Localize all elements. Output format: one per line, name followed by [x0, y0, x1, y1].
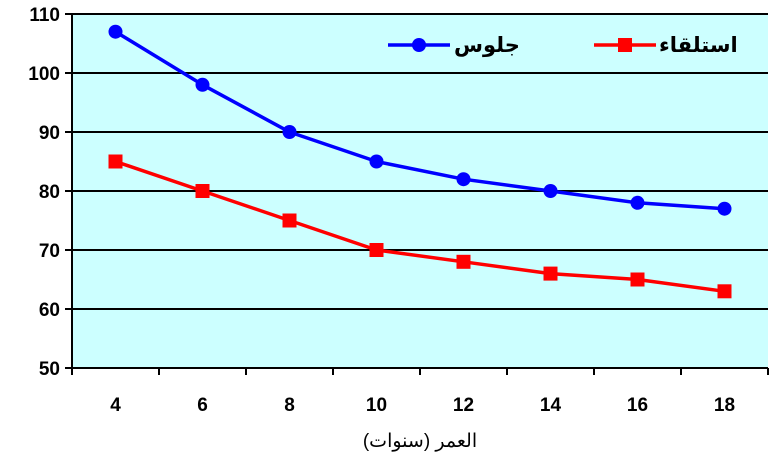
- legend-marker-sitting: [412, 38, 426, 52]
- y-tick-label-60: 60: [39, 300, 60, 321]
- point-s0-10: [369, 154, 384, 169]
- x-tick-label-8: 8: [284, 395, 295, 416]
- point-s0-6: [195, 77, 210, 92]
- point-s0-14: [543, 184, 558, 198]
- legend-label-sitting: جلوس: [454, 34, 520, 57]
- series-markers: [108, 24, 732, 299]
- x-tick-label-10: 10: [366, 395, 387, 416]
- x-tick-label-18: 18: [714, 395, 735, 416]
- x-tick-label-6: 6: [197, 395, 208, 416]
- y-tick-label-90: 90: [39, 123, 60, 144]
- point-s0-4: [108, 24, 123, 39]
- point-s0-18: [717, 201, 732, 216]
- point-s0-16: [630, 195, 645, 210]
- point-s1-8: [282, 213, 297, 228]
- point-s1-18: [717, 284, 732, 299]
- legend-entry-sitting: جلوس: [388, 34, 520, 57]
- point-s1-12: [456, 254, 471, 269]
- y-axis-ticks: 50 60 70 80 90 100 110: [28, 5, 72, 380]
- x-tick-label-16: 16: [627, 395, 648, 416]
- legend-marker-lying: [618, 38, 632, 52]
- gridlines: [72, 13, 768, 310]
- legend: جلوس استلقاء: [388, 34, 738, 57]
- point-s1-14: [543, 266, 558, 281]
- series-line-1: [114, 159, 725, 294]
- x-tick-label-4: 4: [110, 395, 121, 416]
- series-lines: [114, 30, 725, 294]
- y-tick-label-50: 50: [39, 359, 60, 380]
- legend-label-lying: استلقاء: [659, 34, 738, 57]
- point-s1-16: [630, 272, 645, 287]
- point-s1-6: [195, 184, 210, 198]
- x-axis-label: العمر (سنوات): [363, 431, 477, 452]
- point-s0-8: [282, 125, 297, 139]
- point-s0-12: [456, 172, 471, 187]
- y-tick-label-70: 70: [39, 241, 60, 262]
- x-tick-label-12: 12: [453, 395, 474, 416]
- point-s1-10: [369, 243, 384, 257]
- y-tick-label-80: 80: [39, 182, 60, 203]
- y-tick-label-100: 100: [28, 64, 60, 85]
- x-axis-ticks: 4 6 8 10 12 14 16 18: [71, 368, 769, 416]
- y-tick-label-110: 110: [29, 5, 60, 26]
- legend-entry-lying: استلقاء: [594, 34, 738, 57]
- x-tick-label-14: 14: [540, 395, 562, 416]
- point-s1-4: [108, 154, 123, 169]
- series-line-0: [114, 30, 725, 211]
